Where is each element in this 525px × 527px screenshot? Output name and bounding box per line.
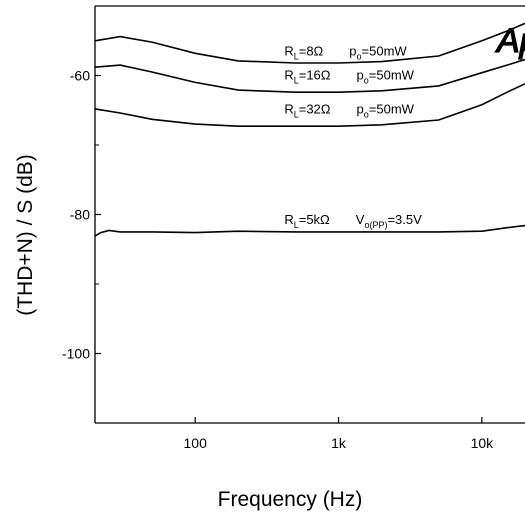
curve-label-3: RL=32Ω po=50mW [284, 102, 414, 120]
ap-logo: Ap [494, 21, 525, 60]
curve-labels: RL=8Ω po=50mW RL=16Ω po=50mW RL=32Ω po=50m… [284, 43, 422, 230]
curve-2 [94, 58, 525, 93]
curve-label-1: RL=8Ω po=50mW [284, 43, 407, 61]
curve-4 [94, 224, 525, 237]
y-tick-label: -60 [70, 68, 90, 84]
x-tick-label: 10k [471, 435, 495, 451]
y-tick-label: -80 [70, 207, 90, 223]
axes: -60 -80 -100 100 1k 10k [62, 5, 525, 451]
curves [94, 22, 525, 237]
curve-3 [94, 83, 525, 127]
curve-label-4: RL=5kΩ Vo(PP)=3.5V [284, 212, 422, 230]
curve-label-2: RL=16Ω po=50mW [284, 68, 414, 86]
y-tick-label: -100 [62, 346, 90, 362]
y-axis-title: (THD+N) / S (dB) [14, 154, 37, 316]
x-tick-label: 100 [184, 435, 208, 451]
curve-1 [94, 22, 525, 64]
ap-logo-text: Ap [495, 22, 525, 60]
x-tick-label: 1k [331, 435, 347, 451]
x-axis-title: Frequency (Hz) [218, 488, 363, 511]
